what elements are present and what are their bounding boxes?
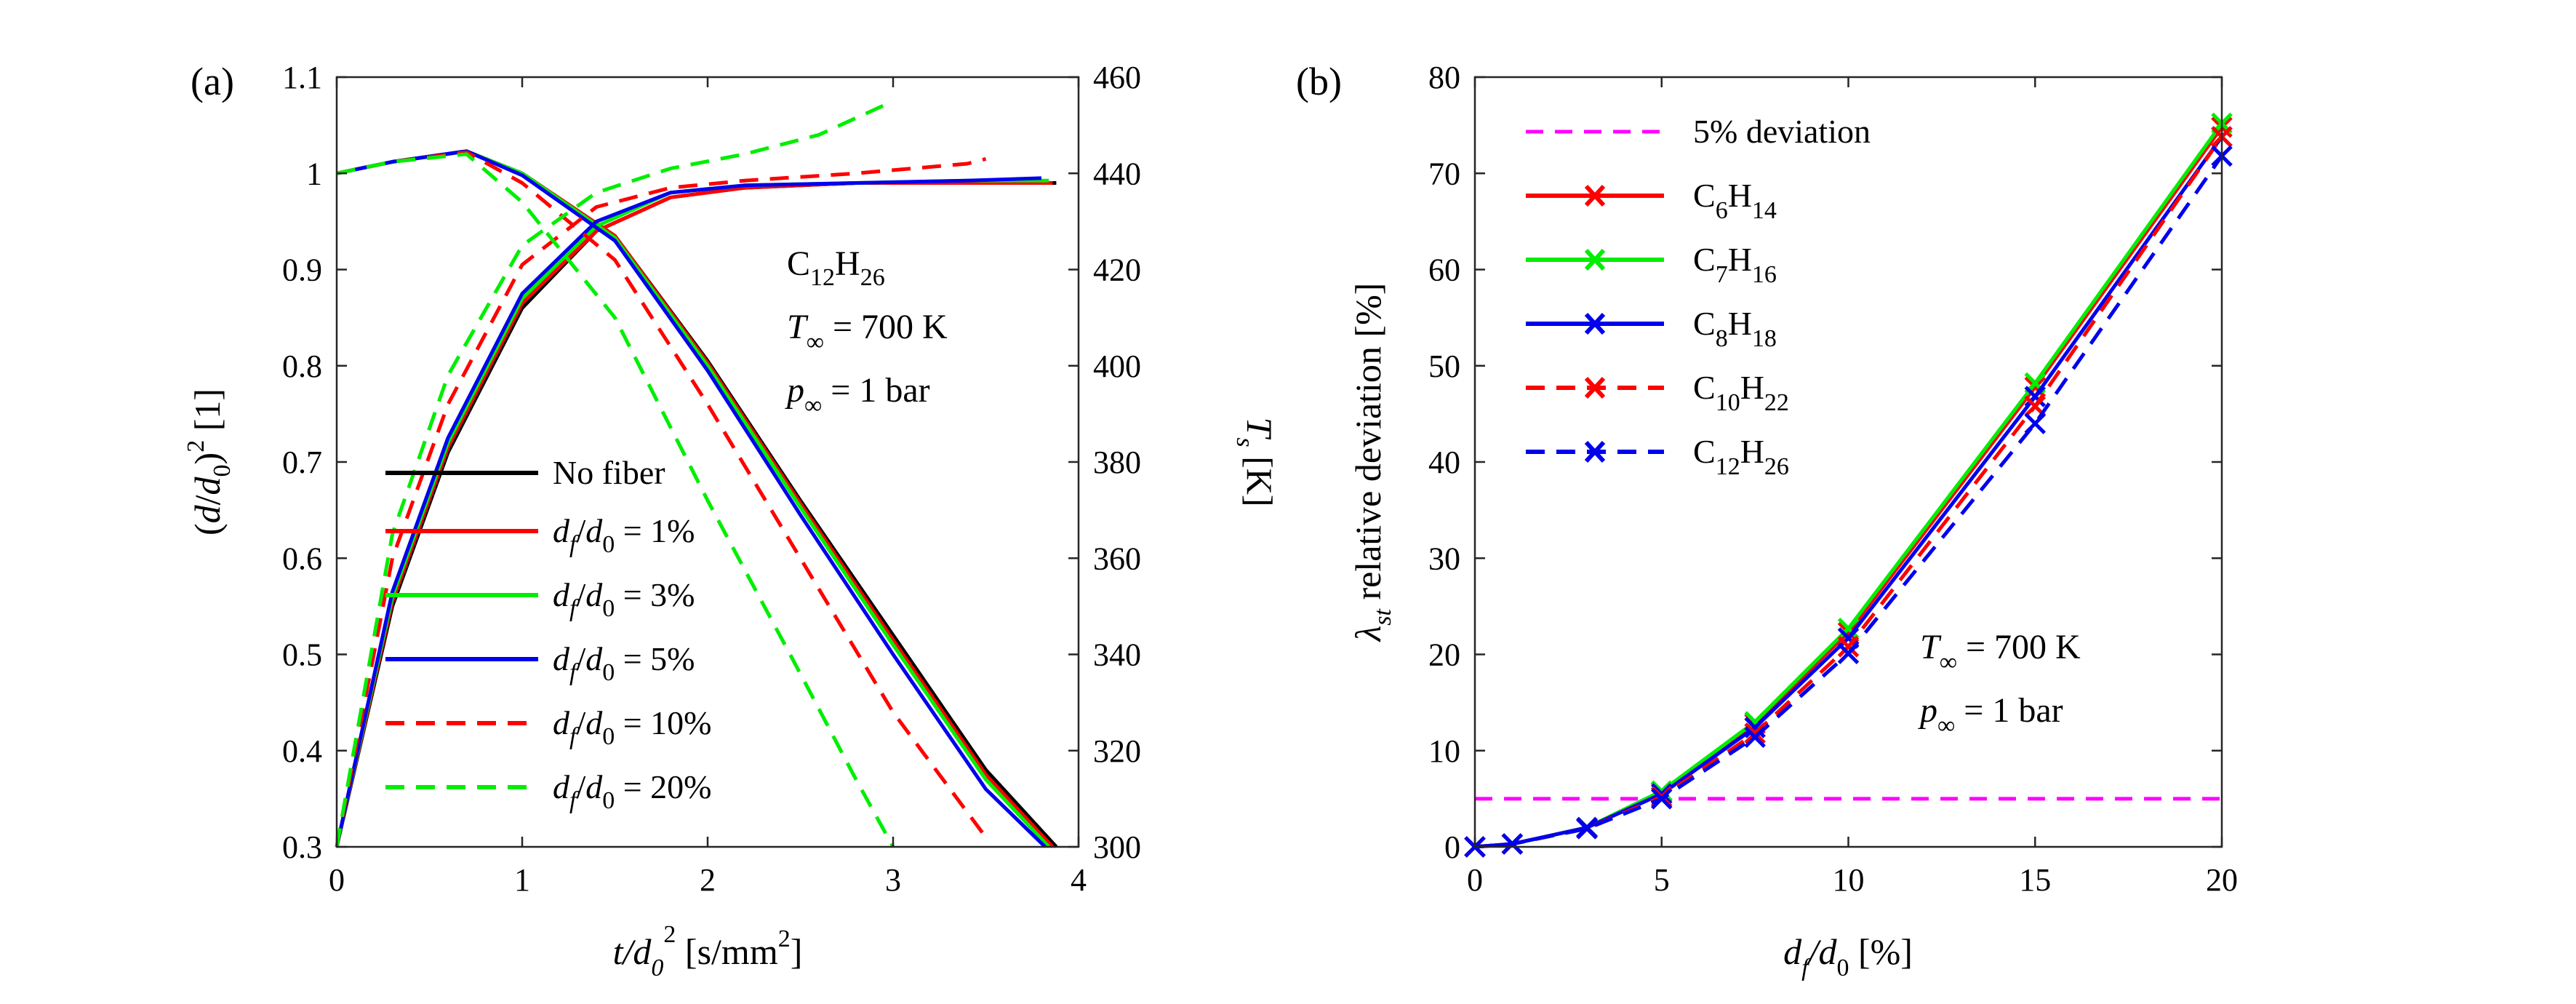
panel-a-left-y-tick-label: 1.1 bbox=[282, 60, 322, 95]
panel-b-y-axis-label: λst relative deviation [%] bbox=[1348, 283, 1396, 643]
panel-b-y-tick-label: 50 bbox=[1428, 348, 1460, 384]
panel-a-right-y-tick-label: 440 bbox=[1093, 156, 1141, 191]
panel-b-label: (b) bbox=[1296, 60, 1342, 103]
panel-a-label: (a) bbox=[191, 60, 234, 103]
panel-b-legend: 5% deviation C6H14 C7H16 C8H18 C10H22 C1… bbox=[1526, 113, 1871, 480]
panel-a-right-y-tick-label: 320 bbox=[1093, 733, 1141, 769]
panel-b-x-tick-label: 10 bbox=[1833, 862, 1865, 898]
panel-b-y-tick-label: 10 bbox=[1428, 733, 1460, 769]
panel-a-left-y-tick-label: 0.6 bbox=[282, 541, 322, 576]
series-line-c10h22 bbox=[1474, 135, 2224, 849]
panel-b-y-tick-label: 20 bbox=[1428, 637, 1460, 673]
legend-label-no-fiber: No fiber bbox=[553, 454, 665, 491]
panel-a-legend: No fiber df/d0 = 1% df/d0 = 3% df/d0 = 5… bbox=[385, 454, 712, 814]
legend-label-c12h26: C12H26 bbox=[1693, 433, 1789, 480]
panel-b-x-tick-label: 0 bbox=[1467, 862, 1483, 898]
diameter-curve-no-fiber bbox=[336, 149, 1058, 848]
panel-a-left-y-tick-label: 0.8 bbox=[282, 348, 322, 384]
panel-b-temperature-label: T∞ = 700 K bbox=[1920, 628, 2081, 676]
marker-c12h26 bbox=[1837, 642, 1860, 664]
panel-b-x-tick-label: 15 bbox=[2019, 862, 2051, 898]
series-line-c12h26 bbox=[1474, 154, 2224, 849]
panel-a-right-y-tick-label: 400 bbox=[1093, 348, 1141, 384]
diameter-curve-d-f-d-0-3 bbox=[336, 149, 1051, 848]
diameter-curve-d-f-d-0-5 bbox=[336, 149, 1047, 848]
marker-c12h26 bbox=[1744, 726, 1766, 748]
legend-label-c6h14: C6H14 bbox=[1693, 177, 1777, 224]
panel-a-x-tick-label: 3 bbox=[885, 862, 901, 898]
series-line-c7h16 bbox=[1474, 122, 2224, 849]
panel-b-y-tick-label: 70 bbox=[1428, 156, 1460, 191]
panel-b-y-tick-label: 60 bbox=[1428, 252, 1460, 288]
legend-label-c7h16: C7H16 bbox=[1693, 241, 1777, 288]
panel-a-left-y-tick-label: 0.9 bbox=[282, 252, 322, 288]
panel-a-left-y-tick-label: 0.7 bbox=[282, 445, 322, 480]
panel-a: (a) 0 1 2 3 4 0.3 0.4 0.5 0.6 0.7 0.8 0.9 1 1.1 300 320… bbox=[183, 60, 1280, 981]
legend-label-df-3: df/d0 = 3% bbox=[553, 576, 695, 622]
temperature-curve-d-f-d-0-5 bbox=[335, 176, 1042, 848]
panel-a-right-y-tick-label: 420 bbox=[1093, 252, 1141, 288]
marker-c12h26 bbox=[1576, 818, 1598, 840]
panel-a-left-y-tick-label: 0.5 bbox=[282, 637, 322, 673]
legend-label-df-1: df/d0 = 1% bbox=[553, 512, 695, 558]
marker-c10h22 bbox=[1744, 722, 1766, 744]
panel-a-x-tick-label: 2 bbox=[700, 862, 716, 898]
series-line-c8h18 bbox=[1474, 135, 2224, 849]
temperature-curve-d-f-d-0-10 bbox=[335, 156, 987, 848]
panel-b-annotation: T∞ = 700 K p∞ = 1 bar bbox=[1918, 628, 2081, 739]
legend-label-5pct-deviation: 5% deviation bbox=[1693, 113, 1871, 150]
panel-b-y-tick-label: 40 bbox=[1428, 445, 1460, 480]
legend-label-df-5: df/d0 = 5% bbox=[553, 640, 695, 686]
panel-a-left-y-tick-label: 0.4 bbox=[282, 733, 322, 769]
temperature-curve-d-f-d-0-20 bbox=[335, 99, 895, 848]
panel-a-left-y-tick-label: 1 bbox=[306, 156, 322, 191]
panel-b-x-tick-label: 20 bbox=[2206, 862, 2238, 898]
series-line-c6h14 bbox=[1474, 126, 2224, 849]
diameter-curve-d-f-d-0-20 bbox=[336, 152, 895, 848]
legend-marker-c10h22 bbox=[1584, 376, 1606, 399]
panel-a-left-y-tick-label: 0.3 bbox=[282, 829, 322, 865]
panel-a-x-axis-label: t/d02 [s/mm2] bbox=[613, 921, 803, 981]
panel-a-right-y-tick-label: 460 bbox=[1093, 60, 1141, 95]
legend-label-c10h22: C10H22 bbox=[1693, 369, 1789, 416]
panel-a-right-y-tick-label: 360 bbox=[1093, 541, 1141, 576]
temperature-curve-no-fiber bbox=[335, 181, 1057, 848]
legend-label-df-10: df/d0 = 10% bbox=[553, 704, 712, 750]
marker-c7h16 bbox=[1837, 618, 1860, 640]
panel-a-left-y-axis-label: (d/d0)2 [1] bbox=[183, 389, 236, 535]
panel-b-x-tick-label: 5 bbox=[1654, 862, 1670, 898]
marker-c10h22 bbox=[1837, 636, 1860, 658]
panel-a-x-tick-label: 4 bbox=[1071, 862, 1087, 898]
marker-c12h26 bbox=[2024, 413, 2047, 434]
panel-a-pressure-label: p∞ = 1 bar bbox=[785, 371, 930, 419]
panel-b-axes-box bbox=[1473, 76, 2223, 848]
legend-label-df-20: df/d0 = 20% bbox=[553, 768, 712, 814]
diameter-curve-d-f-d-0-1 bbox=[336, 149, 1055, 848]
legend-marker-c6h14 bbox=[1584, 184, 1606, 207]
panel-b-y-tick-label: 80 bbox=[1428, 60, 1460, 95]
panel-a-x-tick-label: 0 bbox=[329, 862, 345, 898]
panel-b-y-tick-label: 0 bbox=[1444, 829, 1460, 865]
panel-a-temperature-label: T∞ = 700 K bbox=[787, 308, 948, 356]
marker-c12h26 bbox=[1501, 833, 1524, 855]
panel-a-x-tick-label: 1 bbox=[514, 862, 530, 898]
panel-a-right-y-tick-label: 380 bbox=[1093, 445, 1141, 480]
panel-a-right-y-axis-label: Ts [K] bbox=[1231, 418, 1280, 507]
panel-b-x-axis-label: df/d0 [%] bbox=[1783, 931, 1913, 981]
panel-b-pressure-label: p∞ = 1 bar bbox=[1918, 691, 2063, 739]
legend-marker-c12h26 bbox=[1584, 440, 1606, 463]
marker-c8h18 bbox=[2024, 386, 2047, 407]
diameter-curve-d-f-d-0-10 bbox=[336, 150, 988, 839]
panel-a-right-y-tick-label: 300 bbox=[1093, 829, 1141, 865]
legend-marker-c7h16 bbox=[1584, 248, 1606, 271]
marker-c12h26 bbox=[1650, 788, 1673, 810]
legend-label-c8h18: C8H18 bbox=[1693, 305, 1777, 352]
panel-b-y-tick-label: 30 bbox=[1428, 541, 1460, 576]
panel-a-annotation: C12H26 T∞ = 700 K p∞ = 1 bar bbox=[785, 244, 948, 419]
panel-a-species-label: C12H26 bbox=[787, 244, 885, 291]
legend-marker-c8h18 bbox=[1584, 312, 1606, 335]
panel-a-right-y-tick-label: 340 bbox=[1093, 637, 1141, 673]
